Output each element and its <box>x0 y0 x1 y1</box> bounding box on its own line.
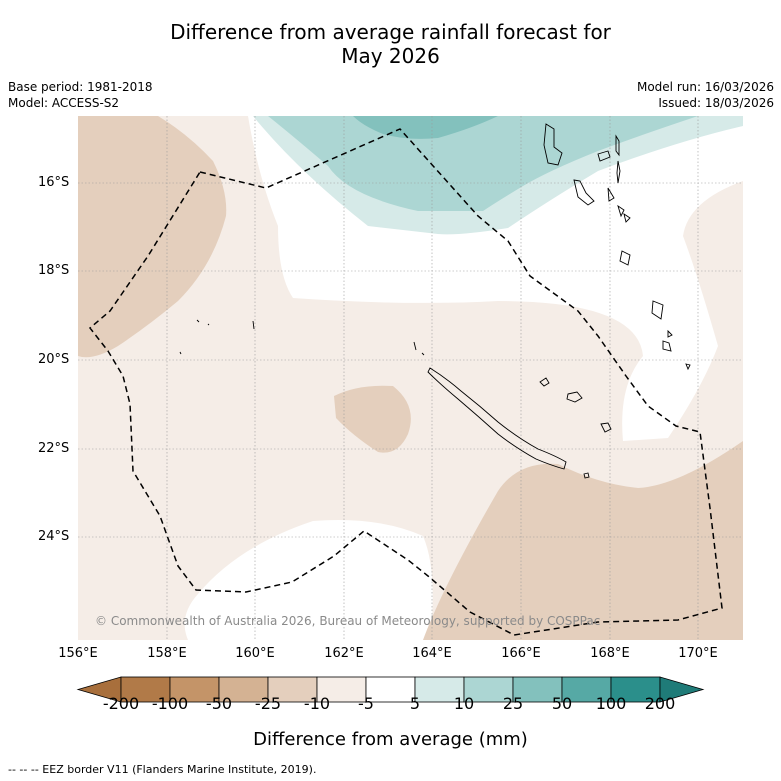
lon-label-168e: 168°E <box>590 646 630 661</box>
colorbar-tick: 50 <box>551 694 573 713</box>
colorbar-segments <box>76 676 705 703</box>
vanuatu-islands <box>543 123 691 371</box>
chesterfield-islets <box>179 319 255 355</box>
wet-medium-zone <box>268 116 698 211</box>
colorbar-tick: -100 <box>151 694 189 713</box>
colorbar-segment <box>218 676 269 703</box>
colorbar-segment <box>512 676 563 703</box>
colorbar-segment <box>267 676 318 703</box>
colorbar-tick: 10 <box>453 694 475 713</box>
copyright-notice: © Commonwealth of Australia 2026, Bureau… <box>95 614 601 628</box>
meta-left: Base period: 1981-2018 Model: ACCESS-S2 <box>8 79 153 111</box>
dry-medium-zone-center <box>334 385 411 453</box>
lat-label-22s: 22°S <box>38 441 70 456</box>
colorbar-segment <box>316 676 367 703</box>
colorbar-segment <box>169 676 220 703</box>
lat-label-16s: 16°S <box>38 175 70 190</box>
lon-label-156e: 156°E <box>58 646 98 661</box>
lon-label-162e: 162°E <box>324 646 364 661</box>
colorbar-segment <box>120 676 171 703</box>
colorbar-tick: -25 <box>254 694 282 713</box>
eez-footnote: -- -- -- EEZ border V11 (Flanders Marine… <box>8 763 317 776</box>
lon-label-166e: 166°E <box>501 646 541 661</box>
colorbar-tick: -50 <box>205 694 233 713</box>
colorbar-tick: -10 <box>303 694 331 713</box>
lat-label-24s: 24°S <box>38 529 70 544</box>
rainfall-map <box>78 116 743 640</box>
graticule <box>78 116 743 640</box>
colorbar-tick: -5 <box>358 694 374 713</box>
map-title: Difference from average rainfall forecas… <box>0 20 781 68</box>
model-name: Model: ACCESS-S2 <box>8 96 120 110</box>
loyalty-islands <box>539 377 612 479</box>
issued-date: Issued: 18/03/2026 <box>658 96 774 110</box>
colorbar-tick: 5 <box>409 694 421 713</box>
meta-right: Model run: 16/03/2026 Issued: 18/03/2026 <box>637 79 774 111</box>
colorbar-tick: 100 <box>595 694 627 713</box>
dry-medium-zone-west <box>78 116 227 358</box>
new-caledonia-island <box>427 367 567 470</box>
colorbar-tick: 200 <box>644 694 676 713</box>
colorbar-tick: 25 <box>502 694 524 713</box>
colorbar-segment <box>610 676 661 703</box>
eez-border <box>88 128 723 636</box>
lat-label-20s: 20°S <box>38 352 70 367</box>
dry-medium-zone-southeast <box>423 441 743 640</box>
model-run: Model run: 16/03/2026 <box>636 80 774 94</box>
colorbar-segment <box>414 676 465 703</box>
map-svg <box>78 116 743 640</box>
colorbar-segment <box>561 676 612 703</box>
lon-label-164e: 164°E <box>412 646 452 661</box>
base-period: Base period: 1981-2018 <box>8 80 153 94</box>
lon-label-160e: 160°E <box>235 646 275 661</box>
belep-islands <box>413 341 425 356</box>
title-line-2: May 2026 <box>341 44 440 68</box>
colorbar-title: Difference from average (mm) <box>253 729 528 750</box>
lat-label-18s: 18°S <box>38 263 70 278</box>
near-normal-zone-south <box>184 520 433 640</box>
colorbar-extend-high <box>659 676 705 703</box>
lon-label-158e: 158°E <box>147 646 187 661</box>
colorbar-tick: -200 <box>102 694 140 713</box>
title-line-1: Difference from average rainfall forecas… <box>170 20 611 44</box>
lon-label-170e: 170°E <box>678 646 718 661</box>
colorbar-segment <box>365 676 416 703</box>
